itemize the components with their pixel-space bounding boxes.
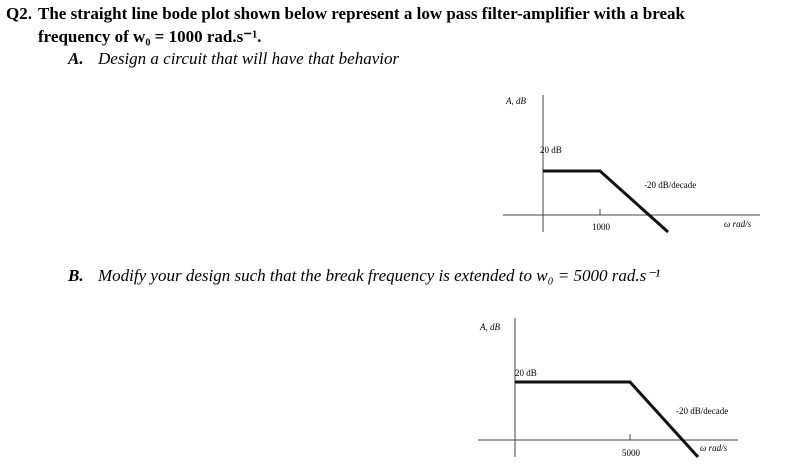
x-label: ω rad/s <box>724 219 752 229</box>
question-number: Q2. <box>6 4 32 23</box>
y-label: A, dB <box>505 96 526 106</box>
bode-curve <box>515 380 700 459</box>
part-text: Design a circuit that will have that beh… <box>97 49 399 68</box>
slope-label: -20 dB/decade <box>676 406 728 416</box>
y-label: A, dB <box>479 322 500 332</box>
break-label: 1000 <box>592 222 611 232</box>
break-label: 5000 <box>622 448 641 458</box>
slope-label: -20 dB/decade <box>644 180 696 190</box>
gain-label: 20 dB <box>515 368 537 378</box>
question-text: frequency of w₀ = 1000 rad.s⁻¹. <box>38 27 262 46</box>
bode-curve <box>543 169 670 234</box>
bode-plot-a: A, dB 20 dB -20 dB/decade 1000 ω rad/s <box>503 95 760 234</box>
part-label: B. <box>67 266 84 285</box>
part-text: Modify your design such that the break f… <box>97 266 660 285</box>
bode-plot-b: A, dB 20 dB -20 dB/decade 5000 ω rad/s <box>478 318 738 459</box>
x-label: ω rad/s <box>700 443 728 453</box>
part-label: A. <box>67 49 84 68</box>
question-text: The straight line bode plot shown below … <box>38 4 686 23</box>
gain-label: 20 dB <box>540 145 562 155</box>
